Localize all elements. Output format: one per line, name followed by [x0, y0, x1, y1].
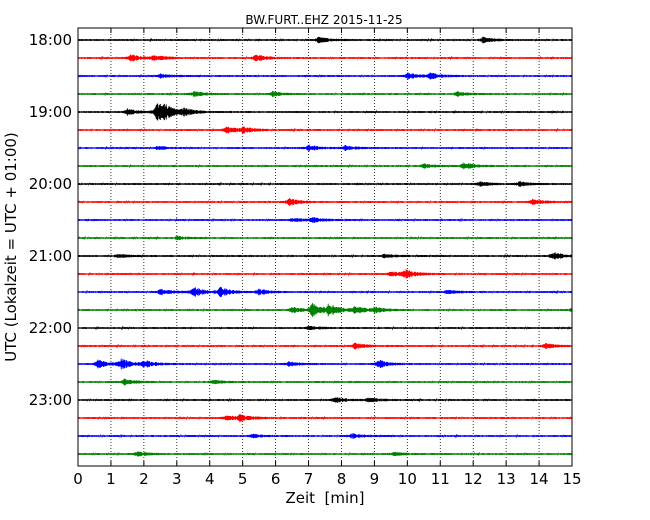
y-tick-label: 20:00	[29, 175, 72, 193]
x-tick-label: 13	[497, 470, 516, 488]
y-tick-label: 19:00	[29, 103, 72, 121]
trace-18:15	[77, 54, 573, 62]
y-tick-label: 18:00	[29, 31, 72, 49]
trace-22:15	[77, 342, 573, 350]
trace-19:00	[77, 103, 573, 121]
x-tick-label: 2	[139, 470, 149, 488]
trace-23:45	[77, 451, 573, 457]
trace-20:15	[77, 197, 573, 207]
trace-23:00	[77, 397, 573, 403]
trace-20:45	[77, 235, 573, 241]
plot-frame	[77, 27, 573, 467]
x-tick-label: 14	[530, 470, 549, 488]
trace-19:45	[77, 162, 573, 170]
trace-22:30	[77, 358, 573, 370]
trace-21:00	[77, 252, 573, 260]
x-tick-label: 10	[398, 470, 417, 488]
seismogram-traces	[77, 36, 573, 457]
trace-22:00	[77, 325, 573, 331]
x-tick-label: 1	[106, 470, 116, 488]
y-tick-label: 21:00	[29, 247, 72, 265]
trace-21:15	[77, 269, 573, 279]
grid-lines	[110, 28, 540, 466]
trace-19:15	[77, 126, 573, 134]
x-tick-label: 5	[238, 470, 248, 488]
trace-20:30	[77, 217, 573, 223]
x-tick-label: 7	[304, 470, 314, 488]
trace-18:45	[77, 91, 573, 97]
trace-18:00	[77, 36, 573, 44]
y-axis-label: UTC (Lokalzeit = UTC + 01:00)	[2, 132, 20, 362]
trace-19:30	[77, 144, 573, 152]
trace-20:00	[77, 180, 573, 188]
trace-23:30	[77, 433, 573, 439]
x-tick-label: 0	[73, 470, 83, 488]
y-tick-label: 22:00	[29, 319, 72, 337]
x-tick-label: 11	[431, 470, 450, 488]
trace-18:30	[77, 72, 573, 80]
y-axis-ticks: 18:00 19:00 20:00 21:00 22:00 23:00	[29, 31, 572, 409]
x-tick-label: 4	[205, 470, 215, 488]
trace-23:15	[77, 413, 573, 423]
trace-22:45	[77, 378, 573, 386]
x-tick-label: 9	[370, 470, 380, 488]
x-tick-label: 15	[562, 470, 581, 488]
x-tick-label: 3	[172, 470, 182, 488]
x-tick-label: 6	[271, 470, 281, 488]
x-tick-label: 8	[337, 470, 347, 488]
x-tick-label: 12	[464, 470, 483, 488]
chart-title: BW.FURT..EHZ 2015-11-25	[245, 13, 402, 27]
trace-21:45	[77, 302, 573, 318]
trace-21:30	[77, 286, 573, 298]
x-axis-ticks: 0 1 2 3 4 5 6 7 8 9 10 11 12 13 14 15	[73, 28, 582, 488]
x-axis-label: Zeit [min]	[285, 489, 364, 507]
y-tick-label: 23:00	[29, 391, 72, 409]
